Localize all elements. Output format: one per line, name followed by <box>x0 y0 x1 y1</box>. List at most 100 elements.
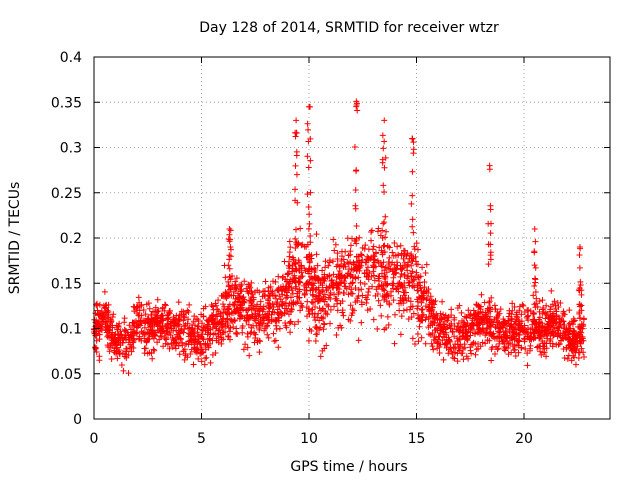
data-point-2458 <box>431 315 438 322</box>
data-point-1308 <box>191 313 198 320</box>
data-point-1923 <box>314 330 321 337</box>
data-point-1415 <box>422 340 429 347</box>
data-point-2549 <box>314 295 321 302</box>
data-point-2142 <box>187 351 194 358</box>
data-point-2683 <box>409 283 416 290</box>
data-point-2162 <box>192 348 199 355</box>
data-point-875 <box>547 306 554 313</box>
data-point-1510 <box>385 321 392 328</box>
data-point-2313 <box>304 298 311 305</box>
data-point-2571 <box>137 322 144 329</box>
data-point-2172 <box>347 242 354 249</box>
data-point-2141 <box>289 287 296 294</box>
data-point-2422 <box>109 341 116 348</box>
data-point-1480 <box>378 270 385 277</box>
data-point-967 <box>362 242 369 249</box>
data-point-2157 <box>347 259 354 266</box>
data-point-2224 <box>165 314 172 321</box>
data-point-2677 <box>408 252 415 259</box>
data-point-2261 <box>248 299 255 306</box>
data-point-2182 <box>371 277 378 284</box>
data-point-672 <box>116 320 123 327</box>
data-point-1639 <box>513 318 520 325</box>
data-point-2615 <box>292 197 299 204</box>
data-point-671 <box>448 320 455 327</box>
data-point-2419 <box>446 336 453 343</box>
x-tick-label-4: 20 <box>515 431 533 447</box>
data-point-927 <box>358 299 365 306</box>
y-tick-label-3: 0.15 <box>51 276 82 292</box>
data-point-1943 <box>144 337 151 344</box>
data-point-1775 <box>479 321 486 328</box>
data-point-1609 <box>391 240 398 247</box>
data-point-2088 <box>483 325 490 332</box>
data-point-2581 <box>253 315 260 322</box>
data-point-2671 <box>381 138 388 145</box>
data-point-2030 <box>284 271 291 278</box>
data-point-303 <box>467 332 474 339</box>
data-point-1729 <box>288 294 295 301</box>
data-point-2766 <box>576 303 583 310</box>
data-point-1103 <box>186 301 193 308</box>
data-point-1529 <box>491 302 498 309</box>
data-point-1464 <box>270 278 277 285</box>
data-point-216 <box>304 313 311 320</box>
axis-ticks: 0 5 10 15 20 0 0.05 0.1 0.15 0.2 0.25 0.3 0.35 0.4 <box>51 50 610 447</box>
data-point-2441 <box>319 347 326 354</box>
data-point-233 <box>228 317 235 324</box>
data-point-2628 <box>307 157 314 164</box>
data-point-2220 <box>296 259 303 266</box>
data-point-1610 <box>144 336 151 343</box>
data-point-897 <box>125 370 132 377</box>
data-point-2177 <box>347 302 354 309</box>
data-point-1833 <box>333 331 340 338</box>
data-point-2083 <box>112 338 119 345</box>
data-point-95 <box>564 355 571 362</box>
data-point-497 <box>465 307 472 314</box>
data-point-2027 <box>415 280 422 287</box>
data-point-166 <box>397 273 404 280</box>
data-point-346 <box>330 236 337 243</box>
data-point-2465 <box>320 326 327 333</box>
data-point-2369 <box>524 333 531 340</box>
data-point-2534 <box>570 336 577 343</box>
data-point-1537 <box>286 238 293 245</box>
data-point-2166 <box>306 279 313 286</box>
data-point-1688 <box>469 322 476 329</box>
data-point-1549 <box>368 228 375 235</box>
data-point-433 <box>199 335 206 342</box>
data-point-2538 <box>301 265 308 272</box>
data-point-2728 <box>532 321 539 328</box>
data-point-936 <box>391 340 398 347</box>
data-point-2316 <box>389 280 396 287</box>
data-point-1778 <box>201 361 208 368</box>
data-point-1547 <box>96 318 103 325</box>
data-point-2514 <box>348 290 355 297</box>
data-point-2282 <box>243 285 250 292</box>
data-point-2173 <box>269 300 276 307</box>
data-point-1817 <box>468 324 475 331</box>
data-point-2388 <box>358 286 365 293</box>
data-point-2126 <box>452 341 459 348</box>
data-point-2019 <box>543 353 550 360</box>
data-point-2274 <box>155 308 162 315</box>
data-point-2515 <box>246 352 253 359</box>
data-point-2517 <box>297 262 304 269</box>
data-point-1824 <box>338 253 345 260</box>
data-point-649 <box>391 311 398 318</box>
data-point-2308 <box>543 331 550 338</box>
data-point-2003 <box>498 335 505 342</box>
data-point-1735 <box>138 312 145 319</box>
data-point-847 <box>515 349 522 356</box>
data-point-2447 <box>275 315 282 322</box>
data-point-2596 <box>395 251 402 258</box>
data-point-2545 <box>270 304 277 311</box>
data-point-2665 <box>382 213 389 220</box>
data-point-2577 <box>99 318 106 325</box>
data-point-950 <box>103 310 110 317</box>
data-point-2470 <box>270 330 277 337</box>
data-point-2404 <box>401 251 408 258</box>
data-point-2147 <box>476 316 483 323</box>
data-point-1314 <box>449 329 456 336</box>
data-point-1052 <box>383 298 390 305</box>
